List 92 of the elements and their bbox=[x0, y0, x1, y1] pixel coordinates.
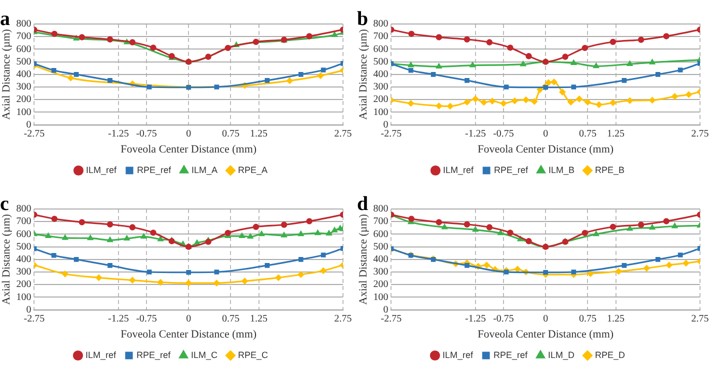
y-tick-label: 800 bbox=[373, 18, 388, 30]
x-tick-label: -2.75 bbox=[380, 128, 402, 140]
x-tick-label: -2.75 bbox=[24, 128, 45, 140]
y-tick-label: 500 bbox=[16, 241, 32, 252]
y-tick-label: 400 bbox=[16, 254, 32, 266]
legend-label: ILM_B bbox=[548, 164, 575, 175]
y-tick-label: 300 bbox=[16, 266, 32, 278]
y-tick-label: 700 bbox=[16, 216, 32, 228]
y-tick-label: 400 bbox=[16, 69, 32, 80]
x-axis-title: Foveola Center Distance (mm) bbox=[120, 328, 257, 340]
x-tick-label: -0.75 bbox=[493, 128, 514, 140]
x-axis-title: Foveola Center Distance (mm) bbox=[478, 328, 614, 340]
x-tick-label: 0 bbox=[543, 128, 548, 140]
x-tick-label: 1.25 bbox=[250, 313, 268, 324]
x-tick-label: -0.75 bbox=[136, 128, 157, 140]
legend-label: ILM_ref bbox=[85, 350, 116, 360]
y-axis-title: Axial Distance (µm) bbox=[0, 28, 12, 120]
x-tick-label: -2.75 bbox=[24, 313, 45, 324]
legend-label: RPE_ref bbox=[136, 350, 172, 360]
x-tick-label: 2.75 bbox=[691, 128, 709, 140]
x-tick-label: 2.75 bbox=[691, 313, 709, 324]
y-tick-label: 600 bbox=[16, 44, 32, 55]
y-tick-label: 500 bbox=[373, 241, 388, 252]
y-tick-label: 500 bbox=[16, 56, 32, 68]
y-tick-label: 200 bbox=[16, 279, 32, 290]
chart-title: c bbox=[0, 193, 9, 216]
y-tick-label: 800 bbox=[373, 204, 388, 215]
y-tick-label: 100 bbox=[373, 292, 388, 303]
x-tick-label: 1.25 bbox=[250, 128, 268, 140]
legend-label: ILM_C bbox=[191, 350, 218, 360]
legend-label: ILM_ref bbox=[86, 164, 117, 175]
legend-label: RPE_A bbox=[238, 164, 268, 175]
y-tick-label: 0 bbox=[26, 119, 32, 130]
x-axis-title: Foveola Center Distance (mm) bbox=[120, 143, 257, 156]
y-tick-label: 600 bbox=[373, 44, 388, 55]
x-tick-label: 2.75 bbox=[334, 313, 352, 324]
y-tick-label: 200 bbox=[373, 279, 388, 290]
x-tick-label: 0.75 bbox=[222, 128, 240, 140]
legend-label: RPE_B bbox=[595, 164, 625, 175]
y-tick-label: 700 bbox=[373, 31, 388, 42]
x-tick-label: -1.25 bbox=[464, 313, 486, 324]
x-tick-label: 0 bbox=[186, 128, 192, 140]
y-axis-title: Axial Distance (µm) bbox=[357, 28, 370, 120]
legend-label: ILM_D bbox=[548, 350, 576, 360]
y-tick-label: 0 bbox=[26, 304, 32, 316]
legend-label: RPE_ref bbox=[493, 350, 528, 360]
y-tick-label: 600 bbox=[16, 228, 32, 240]
x-tick-label: 0.75 bbox=[578, 128, 596, 140]
chart-title: d bbox=[357, 193, 368, 216]
y-tick-label: 400 bbox=[373, 69, 388, 80]
legend-label: RPE_C bbox=[238, 350, 269, 360]
y-tick-label: 700 bbox=[16, 31, 32, 42]
y-tick-label: 700 bbox=[373, 216, 388, 228]
y-tick-label: 100 bbox=[16, 106, 32, 118]
y-tick-label: 400 bbox=[373, 254, 388, 266]
x-tick-label: 1.25 bbox=[607, 128, 625, 140]
y-tick-label: 500 bbox=[373, 56, 388, 68]
y-tick-label: 200 bbox=[16, 94, 32, 106]
x-tick-label: 0.75 bbox=[222, 313, 240, 324]
x-axis-title: Foveola Center Distance (mm) bbox=[478, 143, 614, 156]
x-tick-label: -0.75 bbox=[493, 313, 514, 324]
chart-title: b bbox=[357, 8, 368, 30]
y-tick-label: 800 bbox=[16, 204, 32, 215]
x-tick-label: -1.25 bbox=[108, 313, 129, 324]
legend-label: RPE_ref bbox=[136, 164, 172, 175]
y-tick-label: 300 bbox=[373, 82, 388, 93]
y-tick-label: 600 bbox=[373, 228, 388, 240]
y-axis-title: Axial Distance (µm) bbox=[0, 214, 12, 305]
x-tick-label: 0 bbox=[543, 313, 548, 324]
x-tick-label: -0.75 bbox=[136, 313, 157, 324]
y-tick-label: 0 bbox=[383, 119, 388, 130]
y-axis-title: Axial Distance (µm) bbox=[357, 214, 370, 305]
y-tick-label: 100 bbox=[16, 292, 32, 303]
legend-label: RPE_D bbox=[595, 350, 626, 360]
legend-label: ILM_ref bbox=[442, 164, 474, 175]
y-tick-label: 200 bbox=[373, 94, 388, 106]
y-tick-label: 100 bbox=[373, 106, 388, 118]
legend-label: RPE_ref bbox=[494, 164, 528, 175]
legend-label: ILM_A bbox=[192, 164, 218, 175]
x-tick-label: 0.75 bbox=[578, 313, 596, 324]
chart-title: a bbox=[0, 8, 10, 30]
x-tick-label: -1.25 bbox=[464, 128, 486, 140]
y-tick-label: 0 bbox=[383, 304, 388, 316]
x-tick-label: -1.25 bbox=[108, 128, 129, 140]
x-tick-label: 1.25 bbox=[607, 313, 625, 324]
y-tick-label: 300 bbox=[16, 82, 32, 93]
y-tick-label: 300 bbox=[373, 266, 388, 278]
x-tick-label: 2.75 bbox=[334, 128, 352, 140]
x-tick-label: -2.75 bbox=[380, 313, 402, 324]
x-tick-label: 0 bbox=[186, 313, 192, 324]
legend-label: ILM_ref bbox=[442, 350, 474, 360]
y-tick-label: 800 bbox=[16, 18, 32, 30]
